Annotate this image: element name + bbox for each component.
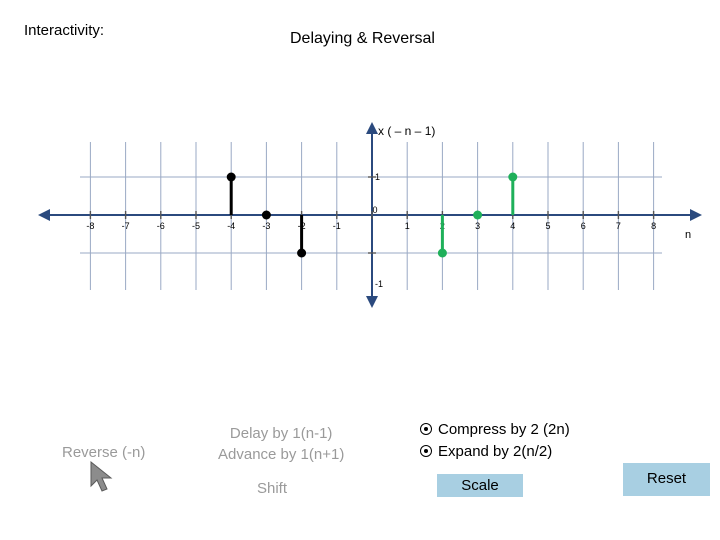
expand-label: Expand by 2(n/2) [438,443,553,460]
x-tick-label: 5 [545,221,550,231]
scale-button[interactable]: Scale [437,474,523,497]
reverse-button[interactable]: Reverse (-n) [62,444,146,461]
stem-point [473,210,483,220]
x-tick-label: 6 [581,221,586,231]
radio-icon [420,445,432,457]
plot-axes [38,122,702,308]
x-tick-label: -6 [157,221,165,231]
shift-button[interactable]: Shift [257,480,288,497]
y-axis-top-arrow [366,122,378,134]
delay-advance-group: Delay by 1(n-1) Advance by 1(n+1) [218,423,344,465]
y-axis-bottom-arrow [366,296,378,308]
x-axis-right-arrow [690,209,702,221]
delay-button[interactable]: Delay by 1(n-1) [229,425,333,442]
stem-point [508,172,518,182]
scale-options-group: Compress by 2 (2n) Expand by 2(n/2) [420,419,570,463]
x-tick-label: -5 [192,221,200,231]
x-axis-left-arrow [38,209,50,221]
stem-series [226,172,518,258]
x-tick-label: -4 [227,221,235,231]
x-tick-label: -1 [333,221,341,231]
radio-icon [420,423,432,435]
compress-option[interactable]: Compress by 2 (2n) [420,419,570,441]
stem-point [261,210,271,220]
interactivity-label: Interactivity: [24,22,105,39]
y-tick-label: -1 [375,279,383,289]
advance-button[interactable]: Advance by 1(n+1) [218,446,345,463]
expand-option[interactable]: Expand by 2(n/2) [420,441,570,463]
stem-point [297,248,307,258]
x-tick-label: -3 [262,221,270,231]
stem-point [437,248,447,258]
x-tick-label: 4 [510,221,515,231]
x-tick-label: 8 [651,221,656,231]
chart-title: x ( – n – 1) [378,124,435,138]
y-tick-label: 1 [375,172,380,182]
arrow-pointer-icon [90,460,113,492]
compress-label: Compress by 2 (2n) [438,421,570,438]
x-tick-label: -7 [122,221,130,231]
x-tick-label: -8 [86,221,94,231]
page-title: Delaying & Reversal [290,30,435,47]
stem-point [226,172,236,182]
x-tick-label: 7 [616,221,621,231]
x-tick-label: 0 [372,205,377,215]
reset-button[interactable]: Reset [623,463,710,496]
x-axis-label: n [685,229,691,241]
x-tick-label: 1 [405,221,410,231]
x-tick-label: 3 [475,221,480,231]
